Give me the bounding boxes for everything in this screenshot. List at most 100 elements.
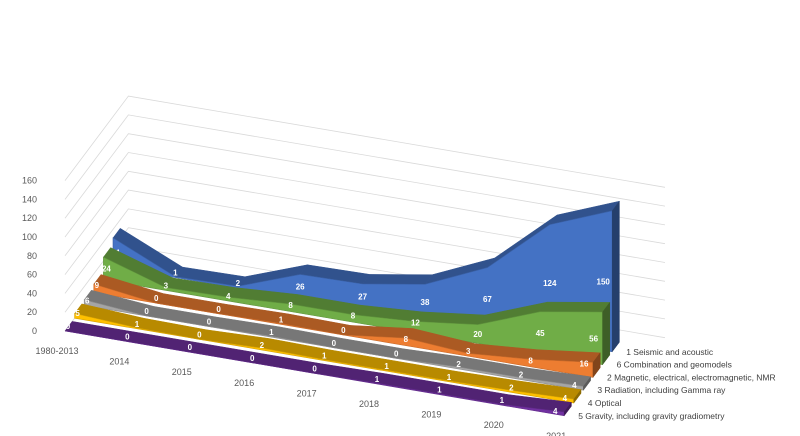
y-tick-label: 100 xyxy=(22,232,37,242)
data-label: 0 xyxy=(144,307,149,316)
data-label: 1 xyxy=(322,352,327,361)
data-label: 1 xyxy=(447,373,452,382)
data-label: 3 xyxy=(466,347,471,356)
x-tick-label: 2020 xyxy=(484,420,504,430)
y-tick-label: 140 xyxy=(22,194,37,204)
x-tick-label: 2016 xyxy=(234,378,254,388)
y-tick-label: 20 xyxy=(27,307,37,317)
gridline xyxy=(64,95,666,188)
data-label: 1 xyxy=(384,362,389,371)
data-label: 0 xyxy=(216,305,221,314)
data-label: 8 xyxy=(351,312,356,321)
gridline xyxy=(64,133,666,226)
data-label: 27 xyxy=(358,293,367,302)
data-label: 45 xyxy=(536,329,545,338)
data-label: 4 xyxy=(226,292,231,301)
gridline xyxy=(64,152,666,245)
data-label: 1 xyxy=(375,375,380,384)
series-end-cap xyxy=(602,301,611,366)
x-tick-label: 2018 xyxy=(359,399,379,409)
y-tick-label: 80 xyxy=(27,251,37,261)
x-tick-label: 2021 xyxy=(546,431,566,436)
series-label: 1 Seismic and acoustic xyxy=(626,347,714,357)
data-label: 0 xyxy=(188,343,193,352)
gridlines xyxy=(64,95,666,339)
data-label: 0 xyxy=(312,364,317,373)
data-label: 38 xyxy=(421,298,430,307)
x-tick-label: 2015 xyxy=(172,367,192,377)
data-label: 0 xyxy=(207,318,212,327)
data-label: 1 xyxy=(279,315,284,324)
series-end-cap xyxy=(573,388,582,404)
data-label: 8 xyxy=(404,335,409,344)
data-label: 1 xyxy=(269,328,274,337)
y-tick-label: 160 xyxy=(22,176,37,186)
data-label: 4 xyxy=(563,394,568,403)
data-label: 24 xyxy=(102,265,111,274)
data-label: 124 xyxy=(543,279,557,288)
data-label: 6 xyxy=(85,296,90,305)
series-top-strip xyxy=(362,274,433,285)
y-tick-label: 60 xyxy=(27,270,37,280)
series-label: 4 Optical xyxy=(588,398,622,408)
data-label: 0 xyxy=(66,322,71,331)
series-labels: 5 Gravity, including gravity gradiometry… xyxy=(578,347,775,421)
series-end-cap xyxy=(563,401,572,417)
series-label: 5 Gravity, including gravity gradiometry xyxy=(578,411,725,421)
data-label: 0 xyxy=(125,333,130,342)
x-tick-label: 2019 xyxy=(421,410,441,420)
series-end-cap xyxy=(592,352,601,379)
data-label: 56 xyxy=(589,334,598,343)
data-label: 150 xyxy=(597,277,611,286)
data-label: 2 xyxy=(236,279,241,288)
data-label: 3 xyxy=(164,281,169,290)
data-label: 12 xyxy=(411,319,420,328)
data-label: 1 xyxy=(500,396,505,405)
data-label: 9 xyxy=(95,281,100,290)
data-label: 0 xyxy=(154,294,159,303)
y-tick-label: 0 xyxy=(32,326,37,336)
data-label: 16 xyxy=(580,359,589,368)
data-label: 67 xyxy=(483,295,492,304)
data-label: 1 xyxy=(135,320,140,329)
data-label: 2 xyxy=(260,341,265,350)
series-area xyxy=(83,299,584,391)
y-axis: 0 20 40 60 80 100 120 140 160 xyxy=(22,176,37,336)
data-label: 4 xyxy=(572,381,577,390)
data-label: 0 xyxy=(332,339,337,348)
data-label: 0 xyxy=(250,354,255,363)
data-label: 2 xyxy=(509,383,514,392)
series-label: 3 Radiation, including Gamma ray xyxy=(597,385,726,395)
series-top-strip xyxy=(539,301,611,313)
data-label: 8 xyxy=(528,356,533,365)
data-label: 26 xyxy=(296,283,305,292)
series-end-cap xyxy=(611,200,620,353)
series-label: 6 Combination and geomodels xyxy=(617,360,732,370)
data-label: 0 xyxy=(394,349,399,358)
data-label: 4 xyxy=(553,407,558,416)
series-layer: 3112262738671241502434881220455690010838… xyxy=(64,200,621,417)
data-label: 2 xyxy=(519,371,524,380)
data-label: 0 xyxy=(197,330,202,339)
data-label: 1 xyxy=(173,269,178,278)
data-label: 20 xyxy=(473,330,482,339)
y-tick-label: 120 xyxy=(22,213,37,223)
series-area xyxy=(74,313,575,404)
x-axis: 1980-20132014201520162017201820192020202… xyxy=(35,346,566,436)
x-tick-label: 1980-2013 xyxy=(35,346,78,356)
x-tick-label: 2014 xyxy=(109,357,129,367)
data-label: 8 xyxy=(288,301,293,310)
data-label: 2 xyxy=(456,360,461,369)
data-label: 0 xyxy=(341,326,346,335)
y-tick-label: 40 xyxy=(27,288,37,298)
series-end-cap xyxy=(583,376,591,391)
series-label: 2 Magnetic, electrical, electromagnetic,… xyxy=(607,372,776,382)
x-tick-label: 2017 xyxy=(297,388,317,398)
gridline xyxy=(64,189,666,282)
